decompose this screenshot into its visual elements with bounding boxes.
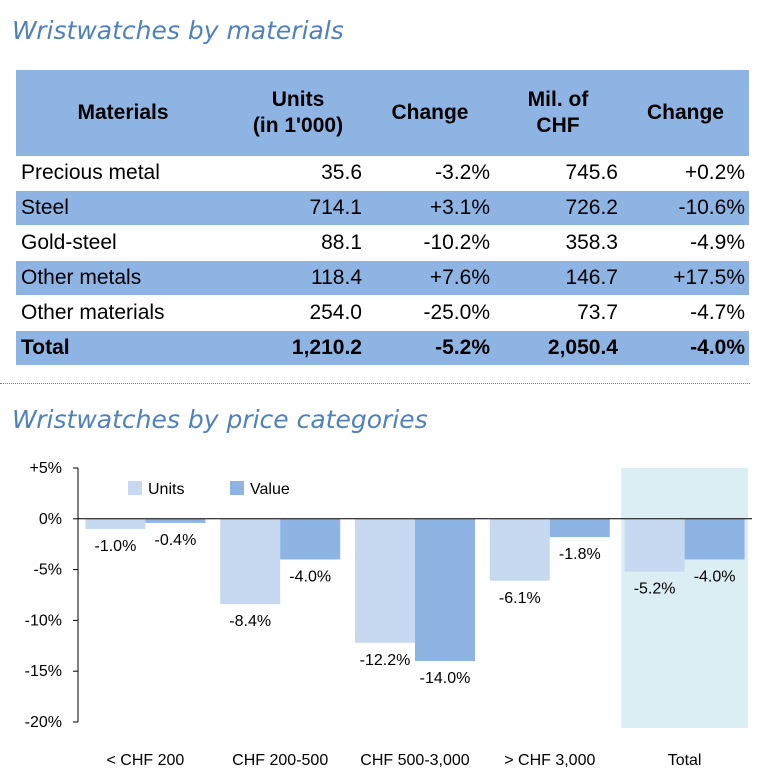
data-label: -12.2% (360, 652, 411, 669)
data-label: -4.0% (694, 568, 736, 585)
legend-swatch-units (128, 481, 142, 495)
bar-units (489, 518, 550, 581)
row-name: Other metals (16, 260, 230, 296)
row-units: 1,210.2 (230, 330, 366, 366)
data-label: -6.1% (499, 590, 541, 607)
row-chf: 726.2 (494, 190, 622, 226)
header-units-change: Change (366, 70, 494, 156)
row-units-change: +7.6% (366, 260, 494, 296)
price-category-chart: +5% 0% -5% -10% -15% -20% -1.0% -0.4% < CHF 200 -… (25, 460, 752, 769)
data-label: -1.8% (559, 546, 601, 563)
x-tick-label: < CHF 200 (106, 752, 184, 769)
bar-value (415, 518, 475, 662)
row-chf-change: -4.7% (622, 295, 749, 331)
bar-value (549, 518, 610, 538)
row-units: 118.4 (230, 260, 366, 296)
x-tick-label: CHF 200-500 (232, 752, 328, 769)
row-units-change: -10.2% (366, 225, 494, 261)
header-chf-line2: CHF (536, 114, 580, 137)
row-chf: 358.3 (494, 225, 622, 261)
table-row: Gold-steel 88.1 -10.2% 358.3 -4.9% (16, 225, 749, 261)
y-tick-label: -20% (25, 714, 62, 731)
bar-units (624, 518, 685, 572)
row-chf-change: +17.5% (622, 260, 749, 296)
row-name: Other materials (16, 295, 230, 331)
x-tick-label: Total (668, 752, 702, 769)
data-label: -5.2% (634, 581, 676, 598)
row-chf: 2,050.4 (494, 330, 622, 366)
legend-label-units: Units (148, 481, 184, 498)
row-units: 88.1 (230, 225, 366, 261)
header-chf: Mil. of CHF (494, 70, 622, 156)
row-units-change: -3.2% (366, 156, 494, 191)
row-name: Total (16, 330, 230, 366)
data-label: -14.0% (420, 670, 471, 687)
x-tick-label: CHF 500-3,000 (360, 752, 469, 769)
header-chf-line1: Mil. of (527, 87, 589, 111)
row-units-change: -5.2% (366, 330, 494, 366)
bar-units (355, 518, 415, 643)
data-label: -1.0% (95, 538, 137, 555)
row-units-change: -25.0% (366, 295, 494, 331)
header-chf-change: Change (622, 70, 749, 156)
header-units-line1: Units (271, 87, 325, 111)
table-row: Precious metal 35.6 -3.2% 745.6 +0.2% (16, 156, 749, 191)
row-units: 254.0 (230, 295, 366, 331)
row-name: Steel (16, 190, 230, 226)
data-label: -0.4% (155, 532, 197, 549)
row-chf: 146.7 (494, 260, 622, 296)
table-row: Other materials 254.0 -25.0% 73.7 -4.7% (16, 295, 749, 331)
price-section-title: Wristwatches by price categories (12, 405, 428, 434)
materials-section-title: Wristwatches by materials (12, 16, 344, 45)
data-label: -4.0% (289, 568, 331, 585)
row-name: Precious metal (16, 156, 230, 191)
y-tick-label: -10% (25, 612, 62, 629)
bar-value (684, 518, 745, 560)
row-chf-change: +0.2% (622, 156, 749, 191)
table-header-row: Materials Units (in 1'000) Change Mil. o… (16, 70, 749, 156)
bar-value (145, 518, 206, 523)
section-divider (0, 383, 750, 384)
table-row: Steel 714.1 +3.1% 726.2 -10.6% (16, 190, 749, 226)
materials-table: Materials Units (in 1'000) Change Mil. o… (16, 70, 749, 366)
row-chf: 73.7 (494, 295, 622, 331)
bar-value (280, 518, 341, 560)
y-tick-label: +5% (30, 460, 62, 477)
header-units-line2: (in 1'000) (252, 114, 344, 137)
row-chf-change: -4.0% (622, 330, 749, 366)
table-total-row: Total 1,210.2 -5.2% 2,050.4 -4.0% (16, 330, 749, 366)
table-row: Other metals 118.4 +7.6% 146.7 +17.5% (16, 260, 749, 296)
row-chf-change: -4.9% (622, 225, 749, 261)
row-units-change: +3.1% (366, 190, 494, 226)
legend-swatch-value (230, 481, 244, 495)
x-tick-label: > CHF 3,000 (504, 752, 595, 769)
y-tick-label: -15% (25, 663, 62, 680)
row-chf: 745.6 (494, 156, 622, 191)
row-units: 35.6 (230, 156, 366, 191)
legend-label-value: Value (250, 481, 290, 498)
bar-units (220, 518, 281, 605)
header-units: Units (in 1'000) (230, 70, 366, 156)
total-highlight-band (621, 468, 748, 728)
y-tick-label: -5% (34, 562, 62, 579)
data-label: -8.4% (229, 613, 271, 630)
bar-units (85, 518, 146, 529)
y-tick-label: 0% (39, 511, 62, 528)
row-units: 714.1 (230, 190, 366, 226)
header-materials: Materials (16, 70, 230, 156)
row-chf-change: -10.6% (622, 190, 749, 226)
row-name: Gold-steel (16, 225, 230, 261)
